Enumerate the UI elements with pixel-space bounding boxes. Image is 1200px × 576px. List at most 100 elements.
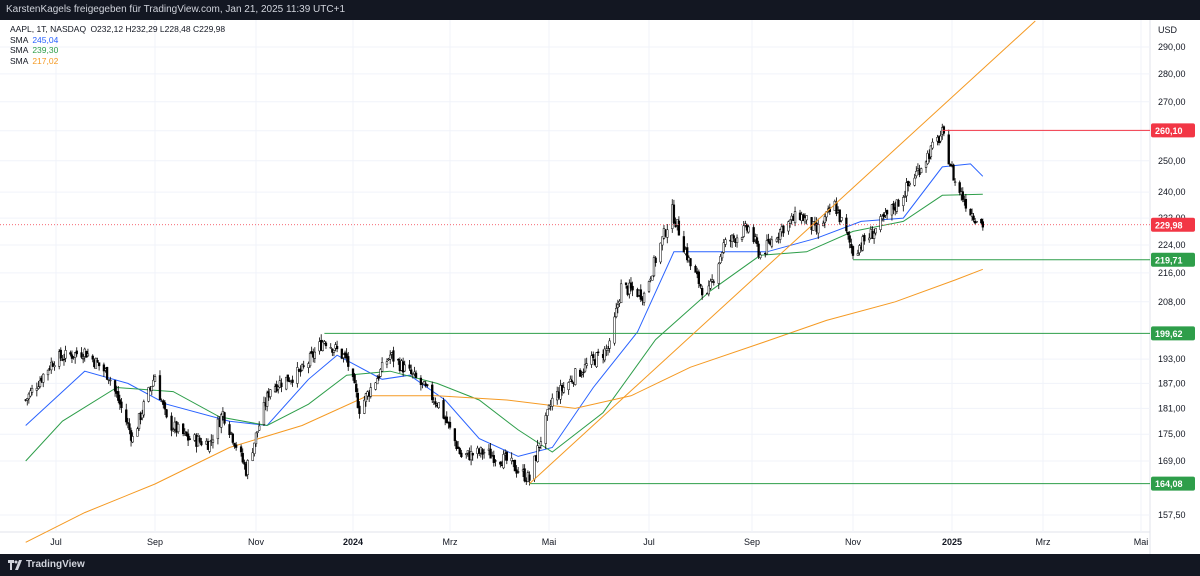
candle-body (137, 413, 141, 429)
candle-body (53, 365, 56, 368)
legend-sma-value: 217,02 (32, 55, 59, 66)
candle-body (177, 423, 180, 433)
candle-body (661, 236, 664, 246)
candle-body (419, 377, 423, 385)
candle-body (793, 211, 797, 224)
candle-body (414, 372, 418, 378)
price-tick-label: 208,00 (1158, 297, 1186, 307)
legend-symbol-row: AAPL, 1T, NASDAQ O232,12 H232,29 L228,48… (10, 24, 225, 35)
candle-body (699, 284, 702, 287)
candle-body (905, 182, 908, 197)
candle-body (29, 390, 32, 397)
candle-body (980, 219, 983, 224)
candle-body (856, 253, 860, 256)
candle-body (892, 203, 895, 210)
candle-body (75, 350, 78, 355)
candle-body (376, 378, 379, 385)
legend-sma-row[interactable]: SMA 217,02 (10, 56, 225, 67)
candle-body (654, 257, 657, 263)
candle-body (569, 378, 572, 382)
candle-body (952, 164, 955, 181)
candle-body (882, 213, 885, 218)
candle-body (353, 374, 356, 384)
price-level-label: 219,71 (1155, 255, 1183, 265)
legend-sma-value: 239,30 (32, 45, 59, 55)
time-tick-label: Nov (845, 537, 862, 547)
candle-body (30, 388, 34, 393)
candle-body (27, 393, 31, 400)
price-tick-label: 193,00 (1158, 354, 1186, 364)
candle-body (254, 432, 258, 445)
legend-sma-row[interactable]: SMA 239,30 (10, 45, 225, 56)
candle-body (69, 352, 72, 355)
candle-body (117, 391, 120, 401)
candle-body (747, 226, 750, 233)
price-chart[interactable]: 290,00280,00270,00260,00250,00240,00232,… (0, 20, 1200, 554)
price-tick-label: 290,00 (1158, 42, 1186, 52)
candle-body (788, 219, 792, 224)
candle-body (615, 308, 618, 317)
candle-body (964, 198, 968, 209)
candle-body (211, 439, 215, 443)
candle-body (220, 414, 223, 428)
candle-body (717, 263, 720, 284)
candle-body (113, 380, 117, 392)
candle-body (701, 287, 704, 296)
candle-body (458, 448, 461, 454)
candle-body (153, 376, 157, 382)
legend-sma-row[interactable]: SMA 245,04 (10, 35, 225, 46)
candle-body (408, 364, 411, 369)
candle-body (64, 350, 67, 359)
candle-body (351, 368, 355, 378)
chart-plot-area[interactable] (0, 20, 1150, 532)
candle-body (329, 347, 332, 349)
candle-body (216, 418, 220, 440)
time-axis[interactable]: Jul Sep Nov 2024 Mrz Mai Jul Sep Nov 2025 Mrz Mai (50, 537, 1148, 547)
candle-body (223, 412, 226, 424)
candle-body (313, 351, 316, 359)
candle-body (59, 349, 62, 359)
candle-body (582, 371, 585, 374)
candle-body (460, 452, 463, 458)
candle-body (136, 428, 139, 437)
candle-body (126, 422, 130, 424)
candle-body (868, 237, 871, 241)
candle-body (697, 271, 700, 284)
candle-body (782, 225, 785, 234)
candle-body (158, 375, 162, 401)
candle-body (181, 423, 185, 435)
candle-body (163, 402, 167, 410)
price-level-label: 164,08 (1155, 479, 1183, 489)
candle-body (840, 216, 843, 221)
candle-body (559, 385, 562, 400)
candle-body (567, 382, 570, 390)
candle-body (426, 384, 429, 386)
candle-body (709, 280, 712, 289)
candle-body (861, 236, 864, 251)
candle-body (539, 441, 543, 446)
candle-body (920, 168, 923, 174)
candle-body (256, 430, 259, 433)
candle-body (570, 380, 574, 383)
price-level-label: 260,10 (1155, 126, 1183, 136)
candle-body (109, 379, 112, 382)
candle-body (445, 416, 448, 423)
candle-body (285, 376, 288, 390)
candle-body (686, 247, 689, 261)
candle-body (592, 354, 595, 358)
candle-body (335, 345, 339, 350)
candle-body (981, 221, 984, 228)
price-tick-label: 280,00 (1158, 69, 1186, 79)
price-axis[interactable]: 290,00280,00270,00260,00250,00240,00232,… (1151, 42, 1195, 520)
candle-body (757, 243, 760, 257)
candle-body (947, 134, 950, 165)
candle-body (874, 228, 877, 234)
candle-body (742, 225, 745, 237)
candle-body (913, 177, 916, 186)
candle-body (58, 351, 61, 367)
candle-body (356, 392, 360, 408)
candle-body (131, 436, 134, 443)
tradingview-brand: TradingView (26, 559, 85, 570)
candle-body (720, 252, 724, 259)
candle-body (492, 455, 495, 463)
